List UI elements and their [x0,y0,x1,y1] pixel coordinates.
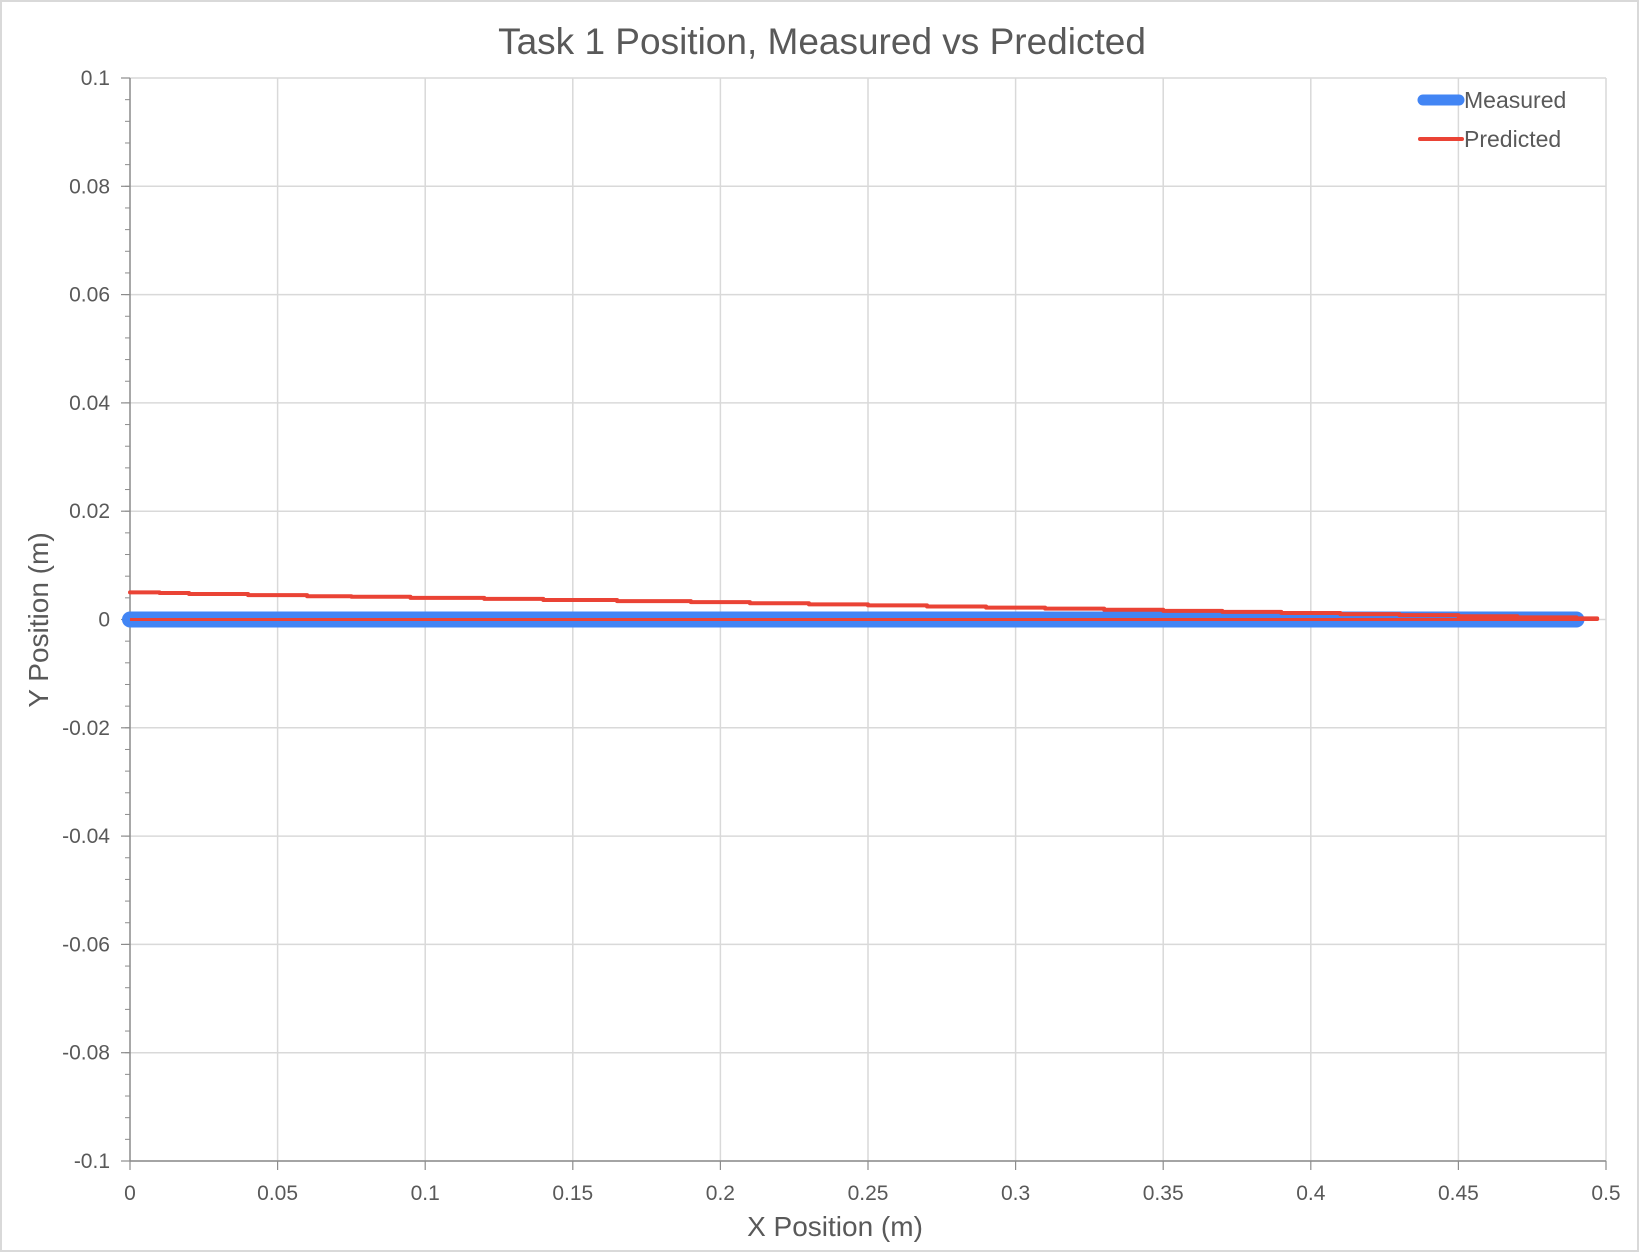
x-tick-label: 0.5 [1591,1182,1620,1205]
x-tick-label: 0.2 [706,1182,735,1205]
x-tick-label: 0.25 [848,1182,889,1205]
x-tick-label: 0.1 [411,1182,440,1205]
legend: Measured Predicted [1417,87,1566,152]
x-tick-label: 0.35 [1143,1182,1184,1205]
x-tick-label: 0 [124,1182,136,1205]
y-tick-label: 0.04 [69,392,110,415]
y-tick-label: 0 [98,609,110,632]
x-tick-label: 0.05 [257,1182,298,1205]
x-tick-label: 0.4 [1296,1182,1326,1205]
y-tick-label: -0.06 [62,933,110,956]
x-tick-label: 0.3 [1001,1182,1030,1205]
y-tick-label: -0.04 [62,825,110,848]
y-tick-label: -0.08 [62,1042,110,1065]
chart-title: Task 1 Position, Measured vs Predicted [498,21,1146,62]
y-tick-label: 0.06 [69,284,110,307]
tick-label-layer: 0 0.05 0.1 0.15 0.2 0.25 0.3 0.35 0.4 0.45 0.5 0.1 0… [62,67,1620,1205]
x-axis-title: X Position (m) [747,1211,923,1242]
grid-layer [130,77,1607,1162]
y-tick-label: 0.08 [69,175,110,198]
x-tick-label: 0.15 [552,1182,593,1205]
legend-label-measured: Measured [1464,87,1566,113]
y-axis-title: Y Position (m) [23,532,54,707]
series-line-predicted [128,590,1600,621]
y-tick-label: 0.02 [69,500,110,523]
x-tick-label: 0.45 [1438,1182,1479,1205]
y-tick-label: 0.1 [81,67,110,90]
y-tick-label: -0.02 [62,717,110,740]
y-tick-label: -0.1 [74,1150,110,1173]
series-layer [122,590,1600,628]
legend-label-predicted: Predicted [1464,126,1561,152]
